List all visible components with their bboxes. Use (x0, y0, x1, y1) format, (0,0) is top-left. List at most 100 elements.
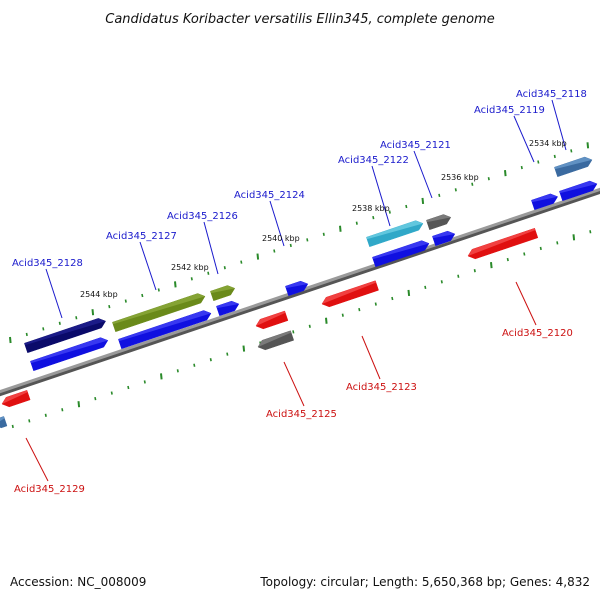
lower-tick (44, 413, 47, 417)
lower-tick (143, 380, 146, 384)
label-leader-line (45, 268, 63, 319)
gene-label: Acid345_2128 (12, 258, 83, 269)
lower-tick (572, 234, 576, 241)
lower-tick (457, 274, 460, 278)
upper-tick (421, 197, 425, 205)
upper-tick (108, 304, 111, 309)
gene-label: Acid345_2119 (474, 105, 545, 116)
lower-tick (61, 408, 64, 412)
gene-label: Acid345_2122 (338, 155, 409, 166)
lower-tick (424, 285, 427, 290)
lower-tick (110, 391, 113, 395)
lower-tick (391, 296, 394, 301)
lower-tick (28, 419, 31, 423)
upper-tick (487, 177, 490, 181)
label-leader-line (139, 241, 157, 291)
gene-feature (554, 156, 593, 178)
upper-tick (141, 293, 144, 298)
gene-label: Acid345_2118 (516, 89, 587, 100)
lower-tick (77, 401, 81, 408)
label-leader-line (413, 150, 433, 199)
upper-tick (355, 221, 358, 225)
upper-tick (240, 260, 243, 264)
gene-feature (1, 390, 31, 408)
lower-tick (341, 313, 344, 317)
lower-tick (176, 369, 179, 373)
upper-tick (322, 232, 325, 236)
gene-label: Acid345_2121 (380, 140, 451, 151)
upper-tick (438, 193, 441, 198)
tick-marks (9, 142, 592, 429)
kbp-labels: 2534 kbp 2536 kbp 2538 kbp 2540 kbp 2542 kbp… (80, 139, 567, 299)
gene-feature (366, 220, 424, 248)
upper-tick (174, 281, 177, 288)
lower-tick (440, 280, 443, 284)
upper-tick (42, 327, 45, 331)
upper-tick (586, 142, 590, 149)
kbp-label: 2538 kbp (352, 204, 390, 213)
lower-tick (589, 230, 592, 234)
label-leader-line (551, 99, 567, 151)
lower-tick (127, 385, 130, 390)
gene-feature (210, 285, 236, 302)
lower-tick (160, 373, 163, 380)
label-leader-line (203, 221, 219, 275)
gene-feature (30, 337, 109, 372)
label-leader-line (25, 437, 49, 482)
gene-label: Acid345_2120 (502, 328, 573, 339)
label-leader-line (515, 281, 537, 326)
upper-tick (471, 182, 474, 186)
lower-tick (556, 241, 559, 245)
upper-tick (207, 271, 210, 275)
gene-features (0, 156, 598, 429)
lower-tick (490, 262, 493, 269)
upper-tick (256, 253, 260, 260)
kbp-label: 2544 kbp (80, 290, 118, 299)
upper-tick (570, 149, 573, 153)
gene-feature (255, 310, 289, 330)
gene-feature (426, 214, 452, 231)
upper-tick (537, 160, 540, 164)
gene-feature (467, 227, 539, 260)
gene-feature (559, 180, 598, 202)
upper-tick (223, 266, 226, 270)
lower-tick (523, 252, 526, 256)
gene-label: Acid345_2127 (106, 231, 177, 242)
topology-text: Topology: circular; Length: 5,650,368 bp… (259, 575, 590, 589)
backbone-shadow (0, 188, 600, 397)
lower-tick (407, 289, 411, 297)
gene-feature (321, 280, 379, 308)
upper-tick (9, 336, 12, 344)
lower-tick (358, 307, 361, 312)
label-leader-line (269, 200, 285, 247)
upper-tick (405, 204, 408, 209)
gene-feature (257, 330, 295, 351)
kbp-label: 2534 kbp (529, 139, 567, 148)
kbp-label: 2536 kbp (441, 173, 479, 182)
upper-tick (553, 154, 556, 159)
upper-tick (504, 170, 507, 177)
upper-tick (58, 321, 61, 325)
gene-labels: Acid345_2118 Acid345_2119 Acid345_2121 Acid… (12, 89, 587, 495)
lower-tick (506, 257, 509, 262)
gene-feature (285, 280, 309, 297)
lower-tick (193, 363, 196, 367)
upper-tick (388, 210, 391, 214)
label-leader-line (371, 165, 391, 227)
gene-label: Acid345_2123 (346, 382, 417, 393)
gene-feature (372, 240, 430, 268)
kbp-label: 2540 kbp (262, 234, 300, 243)
label-leader-line (283, 361, 305, 407)
accession-text: Accession: NC_008009 (10, 575, 146, 589)
lower-tick (11, 424, 14, 429)
label-leaders (25, 99, 567, 482)
upper-tick (339, 225, 342, 232)
gene-label: Acid345_2126 (167, 211, 238, 222)
gene-feature (531, 193, 559, 211)
upper-tick (372, 215, 375, 220)
upper-tick (289, 243, 292, 248)
upper-tick (520, 165, 523, 170)
upper-tick (91, 309, 95, 316)
gene-feature (216, 300, 240, 317)
lower-tick (94, 396, 97, 401)
